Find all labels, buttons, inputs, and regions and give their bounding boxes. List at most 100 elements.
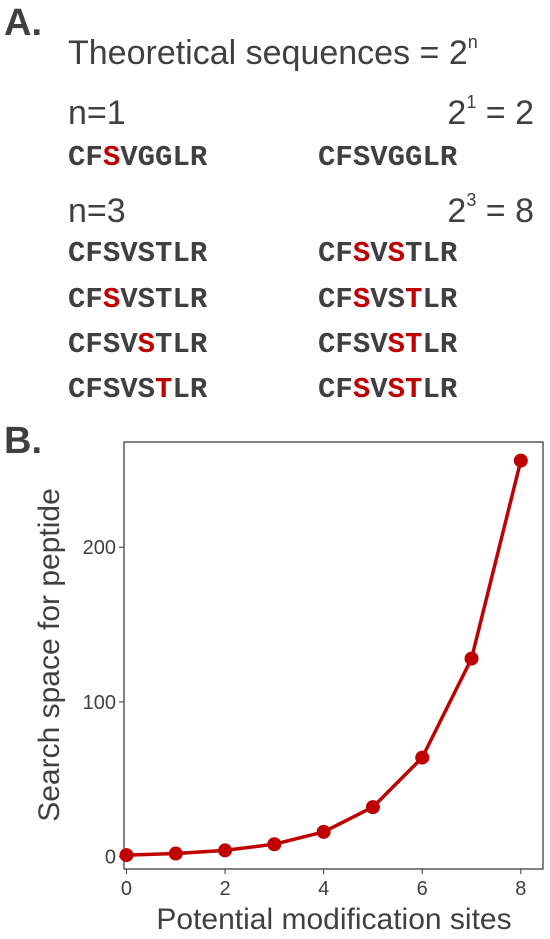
x-axis-ticks: 0 2 4 6 8	[121, 869, 526, 900]
plot-frame	[123, 441, 544, 870]
x-tick-label: 2	[219, 878, 230, 900]
residue: L	[172, 237, 190, 270]
residue: G	[387, 141, 406, 174]
modified-residue: S	[352, 237, 371, 270]
residue: F	[335, 373, 353, 406]
residue: S	[102, 328, 121, 361]
residue: V	[120, 283, 138, 316]
residue: R	[439, 237, 458, 270]
residue: F	[335, 141, 353, 174]
residue: L	[172, 141, 190, 174]
title-text: Theoretical sequences = 2	[68, 34, 468, 72]
formula-result: = 2	[476, 94, 534, 132]
modified-residue: S	[137, 328, 156, 361]
residue: R	[439, 328, 458, 361]
x-tick-label: 6	[417, 878, 428, 900]
residue: F	[335, 237, 353, 270]
residue: R	[189, 328, 208, 361]
y-axis-title: Search space for peptide	[33, 488, 66, 822]
y-tick-label: 100	[83, 692, 116, 714]
residue: C	[68, 373, 86, 406]
group-3-formula: 23 = 8	[447, 190, 534, 231]
formula-result: = 8	[476, 192, 534, 230]
formula-base: 2	[447, 192, 467, 230]
residue: F	[335, 283, 353, 316]
sequence: CFSVGGLR	[68, 141, 207, 174]
formula-base: 2	[447, 94, 467, 132]
data-point	[267, 837, 282, 852]
residue: C	[68, 237, 86, 270]
data-point	[365, 800, 380, 815]
modified-residue: S	[102, 141, 121, 174]
residue: S	[102, 237, 121, 270]
sequence: CFSVSTLR	[318, 328, 457, 361]
residue: C	[318, 141, 336, 174]
modified-residue: T	[155, 373, 173, 406]
sequence: CFSVSTLR	[318, 283, 457, 316]
residue: V	[370, 237, 388, 270]
sequence: CFSVGGLR	[318, 141, 457, 174]
residue: S	[102, 373, 121, 406]
residue: C	[68, 141, 86, 174]
residue: V	[370, 328, 388, 361]
title-superscript: n	[467, 32, 478, 52]
residue: G	[155, 141, 173, 174]
residue: F	[85, 237, 103, 270]
modified-residue: T	[405, 373, 423, 406]
sequence: CFSVSTLR	[68, 328, 207, 361]
formula-superscript: 1	[466, 92, 477, 112]
residue: C	[318, 237, 336, 270]
residue: S	[352, 328, 371, 361]
residue: R	[189, 141, 208, 174]
residue: L	[422, 283, 440, 316]
residue: S	[352, 141, 371, 174]
residue: V	[120, 328, 138, 361]
panel-a-label: A.	[4, 2, 42, 44]
residue: T	[155, 328, 173, 361]
residue: V	[370, 141, 388, 174]
modified-residue: T	[405, 328, 423, 361]
data-points	[119, 453, 528, 863]
residue: V	[120, 141, 138, 174]
residue: F	[85, 328, 103, 361]
residue: T	[405, 237, 423, 270]
group-1-n-label: n=1	[68, 94, 126, 132]
residue: T	[155, 283, 173, 316]
data-point	[168, 846, 183, 861]
residue: R	[189, 373, 208, 406]
residue: F	[85, 373, 103, 406]
residue: S	[137, 237, 156, 270]
modified-residue: S	[387, 373, 406, 406]
y-tick-label: 0	[105, 847, 116, 869]
data-point	[415, 750, 430, 765]
x-tick-label: 4	[318, 878, 329, 900]
residue: L	[422, 373, 440, 406]
series-line	[126, 460, 523, 857]
x-tick-label: 0	[121, 878, 132, 900]
data-point	[316, 824, 331, 839]
data-point	[464, 651, 479, 666]
residue: C	[68, 283, 86, 316]
data-point	[218, 843, 233, 858]
residue: R	[189, 237, 208, 270]
residue: L	[422, 141, 440, 174]
sequence: CFSVSTLR	[68, 283, 207, 316]
residue: S	[387, 283, 406, 316]
modified-residue: S	[352, 373, 371, 406]
group-1-formula: 21 = 2	[447, 92, 534, 133]
x-axis-title: Potential modification sites	[156, 903, 511, 936]
y-axis-ticks: 0 100 200	[83, 537, 124, 869]
residue: R	[439, 373, 458, 406]
residue: C	[318, 373, 336, 406]
residue: V	[370, 373, 388, 406]
modified-residue: S	[387, 328, 406, 361]
residue: G	[405, 141, 423, 174]
residue: G	[137, 141, 156, 174]
residue: L	[172, 373, 190, 406]
modified-residue: S	[387, 237, 406, 270]
residue: R	[439, 283, 458, 316]
residue: R	[439, 141, 458, 174]
sequence: CFSVSTLR	[68, 373, 207, 406]
sequence: CFSVSTLR	[68, 237, 207, 270]
